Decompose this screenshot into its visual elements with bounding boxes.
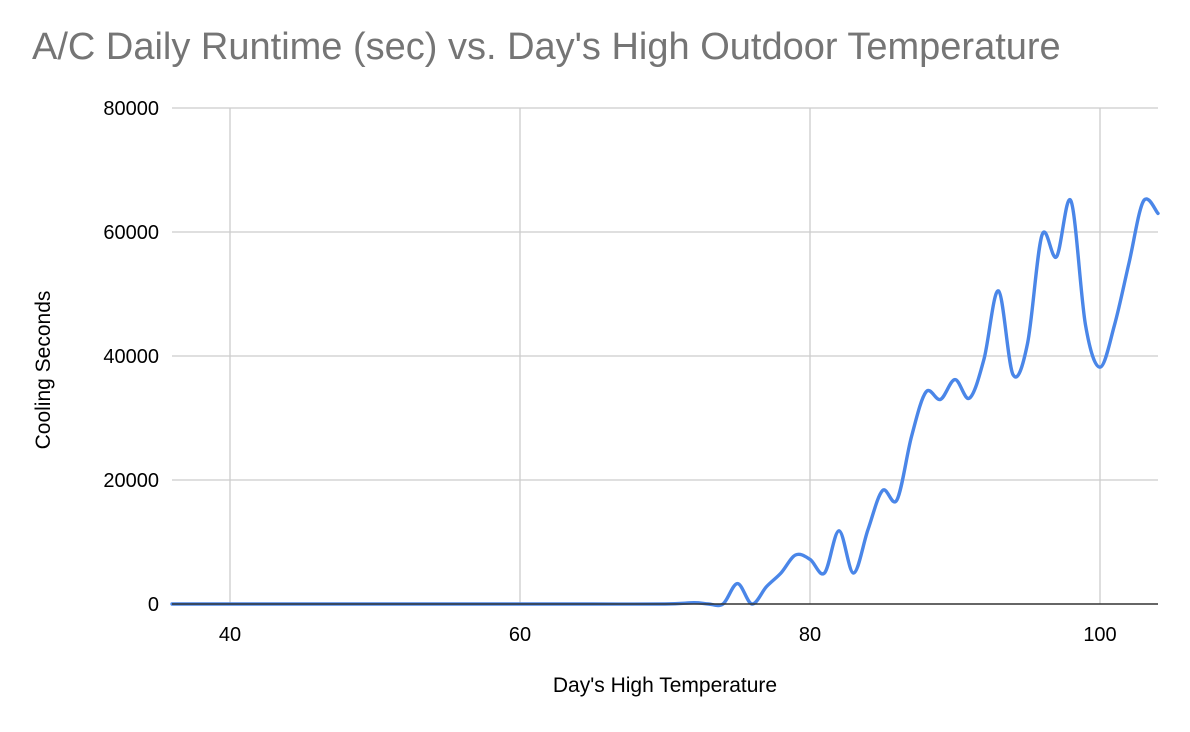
x-tick-label: 80 (799, 624, 821, 646)
y-tick-label: 60000 (103, 222, 159, 244)
x-tick-label: 60 (509, 624, 531, 646)
series-line (170, 197, 1160, 608)
x-axis-label: Day's High Temperature (552, 674, 778, 697)
x-tick-label: 100 (1083, 624, 1116, 646)
y-axis-label: Cooling Seconds (32, 290, 55, 450)
series-layer (170, 197, 1160, 608)
y-tick-label: 40000 (103, 346, 159, 368)
y-tick-label: 80000 (103, 98, 159, 120)
chart-title: A/C Daily Runtime (sec) vs. Day's High O… (32, 26, 1061, 68)
y-tick-label: 20000 (103, 470, 159, 492)
grid-layer (172, 107, 1158, 604)
tick-label-layer: 0 20000 40000 60000 80000 40 60 80 100 (103, 98, 1116, 646)
x-tick-label: 40 (219, 624, 241, 646)
y-tick-label: 0 (148, 594, 159, 616)
